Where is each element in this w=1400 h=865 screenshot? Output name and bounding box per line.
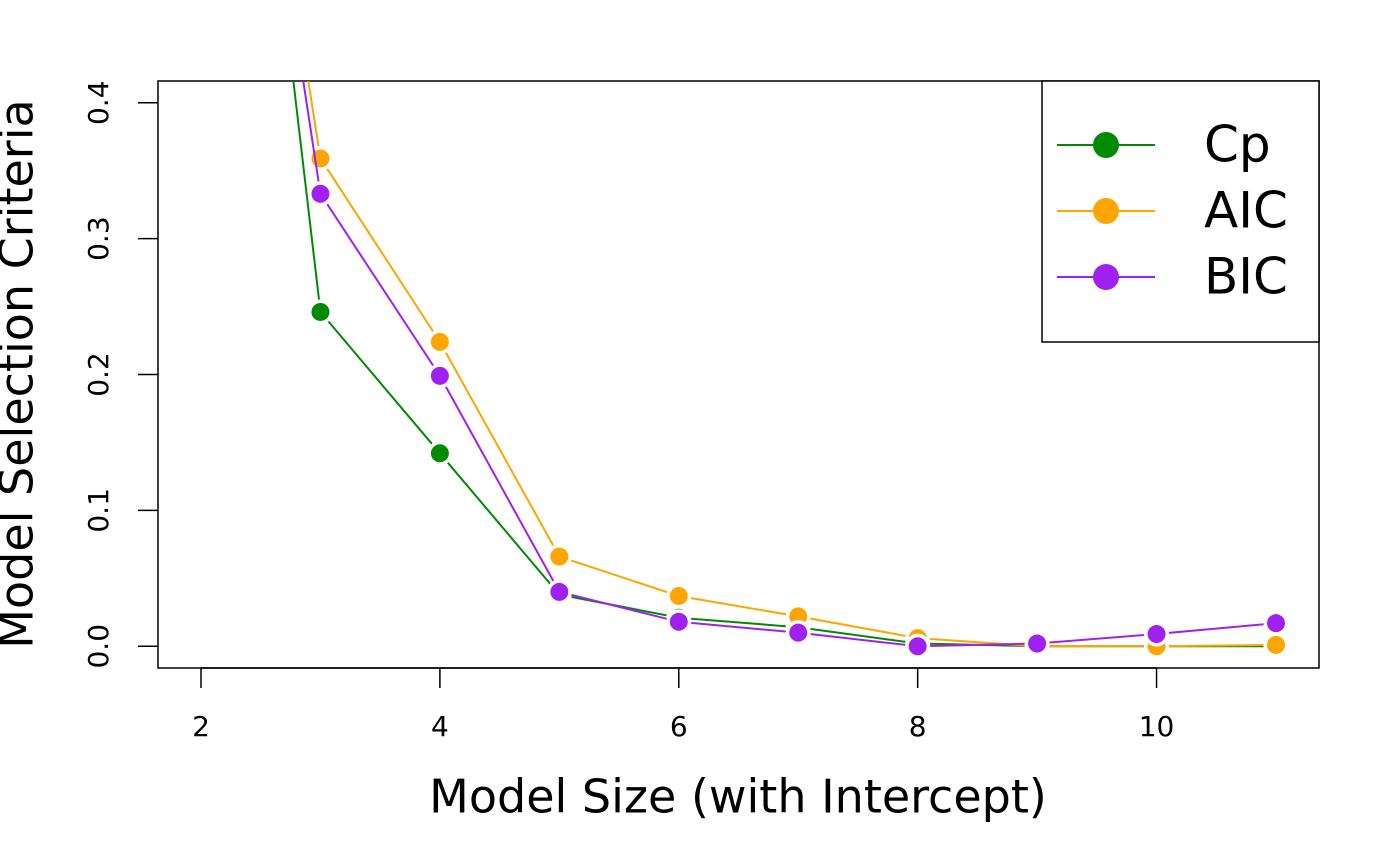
legend-label: Cp <box>1204 116 1271 174</box>
legend-label: AIC <box>1204 182 1288 240</box>
data-point <box>1263 610 1289 636</box>
x-tick-label: 10 <box>1139 710 1175 743</box>
data-point <box>666 609 692 635</box>
plot-area <box>292 81 1289 659</box>
data-point <box>546 544 572 570</box>
x-tick-label: 2 <box>192 710 210 743</box>
data-point <box>1144 621 1170 647</box>
legend-marker <box>1093 198 1119 224</box>
x-axis-label: Model Size (with Intercept) <box>429 770 1047 824</box>
x-tick-label: 8 <box>909 710 927 743</box>
data-point <box>307 299 333 325</box>
y-tick-label: 0.2 <box>82 352 115 397</box>
series-line <box>302 81 1277 648</box>
legend-marker <box>1093 132 1119 158</box>
data-point <box>1024 631 1050 657</box>
y-tick-label: 0.3 <box>82 216 115 261</box>
data-point <box>1263 632 1289 658</box>
data-point <box>307 181 333 207</box>
y-tick-label: 0.1 <box>82 488 115 533</box>
y-tick-label: 0.4 <box>82 80 115 125</box>
x-tick-label: 6 <box>670 710 688 743</box>
x-tick-label: 4 <box>431 710 449 743</box>
data-point <box>427 363 453 389</box>
series-line <box>307 81 1277 648</box>
legend-label: BIC <box>1204 248 1288 306</box>
data-point <box>666 583 692 609</box>
data-point <box>546 579 572 605</box>
y-tick-label: 0.0 <box>82 624 115 669</box>
legend-marker <box>1093 264 1119 290</box>
data-point <box>905 633 931 659</box>
data-point <box>785 620 811 646</box>
y-axis-label: Model Selection Criteria <box>0 99 44 648</box>
data-point <box>427 329 453 355</box>
data-point <box>427 440 453 466</box>
